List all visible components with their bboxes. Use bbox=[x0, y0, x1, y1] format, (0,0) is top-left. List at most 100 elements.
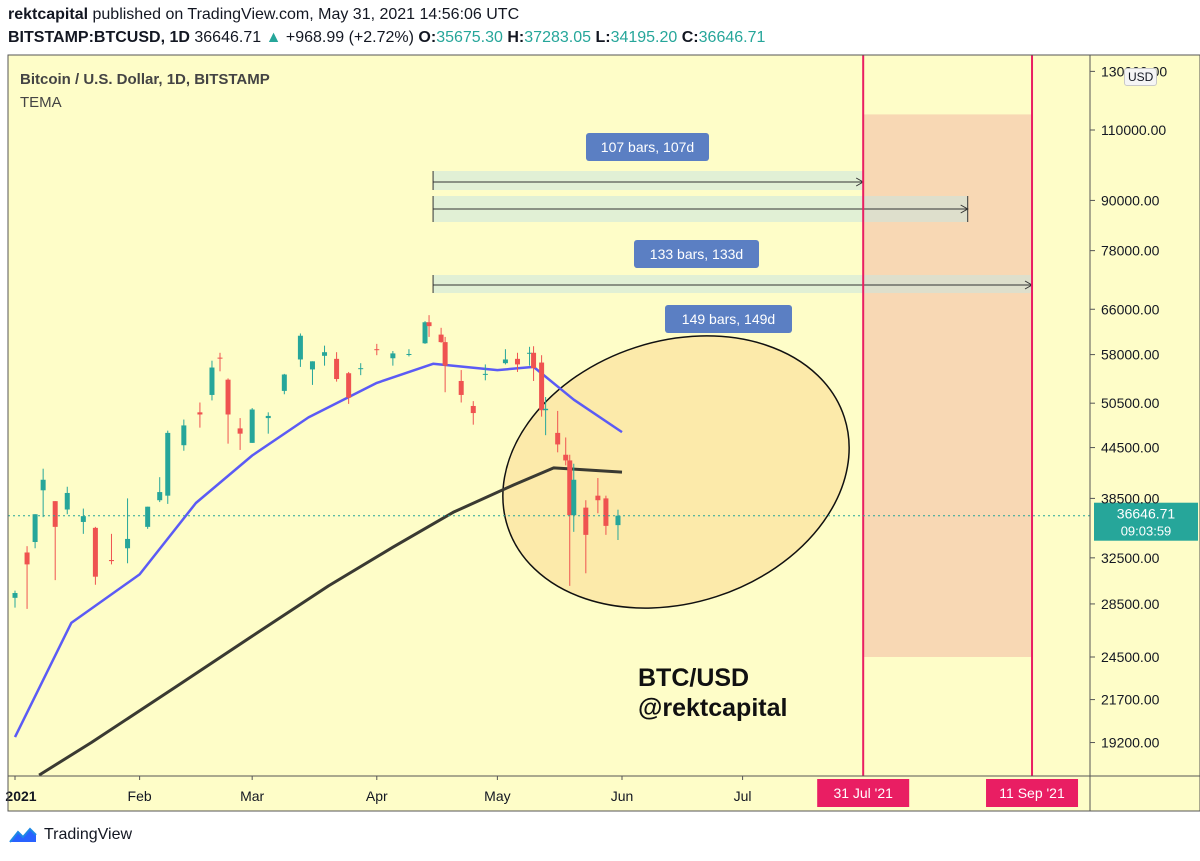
candle-body bbox=[563, 454, 569, 461]
arrow-head-icon bbox=[960, 204, 969, 214]
measure-labels: 107 bars, 107d 133 bars, 133d 149 bars, 14… bbox=[586, 133, 792, 333]
candle-body bbox=[438, 334, 444, 343]
candle-body bbox=[265, 415, 271, 419]
candle-body bbox=[52, 501, 58, 527]
candle-body bbox=[12, 593, 18, 598]
candle-body bbox=[92, 527, 98, 577]
price-tick-label: 32500.00 bbox=[1101, 550, 1160, 566]
price-tick-label: 50500.00 bbox=[1101, 395, 1160, 411]
candle-body bbox=[583, 507, 589, 535]
projection-zone bbox=[863, 114, 1033, 657]
measure-label-box bbox=[586, 133, 709, 161]
candle-body bbox=[40, 479, 46, 491]
candle-body bbox=[603, 498, 609, 526]
price-tick-label: 19200.00 bbox=[1101, 735, 1160, 751]
price-tick-label: 110000.00 bbox=[1101, 122, 1166, 138]
candle-body bbox=[108, 560, 114, 562]
price-tick-label: 24500.00 bbox=[1101, 649, 1160, 665]
measure-label-text: 133 bars, 133d bbox=[650, 246, 743, 262]
candle-body bbox=[422, 322, 428, 344]
candle-body bbox=[209, 367, 215, 395]
candle-body bbox=[32, 514, 38, 543]
price-badge bbox=[1094, 502, 1198, 541]
candle-body bbox=[595, 495, 601, 501]
price-tick-label: 58000.00 bbox=[1101, 347, 1160, 363]
price-change: +968.99 (+2.72%) bbox=[285, 29, 414, 46]
candle-body bbox=[527, 352, 533, 354]
candle-body bbox=[249, 409, 255, 443]
close-label: C: bbox=[681, 29, 699, 46]
time-tick-label: 2021 bbox=[5, 788, 36, 804]
highlight-ellipse bbox=[502, 335, 850, 609]
measure-band bbox=[433, 275, 1033, 293]
date-marker-box bbox=[817, 779, 910, 807]
date-marker-label: 31 Jul '21 bbox=[833, 785, 893, 801]
watermark-author: @rektcapital bbox=[638, 694, 787, 722]
candle-body bbox=[125, 538, 131, 549]
candle-body bbox=[80, 516, 86, 522]
price-tick-label: 90000.00 bbox=[1101, 192, 1160, 208]
time-tick-label: Feb bbox=[128, 788, 152, 804]
candle-body bbox=[297, 335, 303, 360]
symbol-name: BITSTAMP:BTCUSD, 1D bbox=[8, 29, 190, 46]
zone-rect bbox=[863, 114, 1033, 657]
chart-frame bbox=[7, 54, 1200, 812]
candles bbox=[12, 315, 621, 609]
candle-body bbox=[64, 492, 70, 510]
time-tick-label: Jul bbox=[734, 788, 752, 804]
candle-body bbox=[322, 352, 328, 356]
time-tick-label: Apr bbox=[366, 788, 388, 804]
candle-body bbox=[281, 374, 287, 391]
candle-body bbox=[571, 479, 577, 516]
time-axis[interactable]: 2021 Feb Mar Apr May Jun Jul bbox=[5, 776, 752, 804]
open-label: O: bbox=[418, 29, 437, 46]
candle-body bbox=[197, 412, 203, 415]
low-value: 34195.20 bbox=[610, 29, 678, 46]
candle-body bbox=[543, 408, 549, 411]
candle-body bbox=[555, 432, 561, 445]
last-price-line: 36646.71 09:03:59 bbox=[8, 502, 1198, 541]
candle-body bbox=[157, 492, 163, 501]
price-tick-label: 38500.00 bbox=[1101, 490, 1160, 506]
time-tick-label: Mar bbox=[240, 788, 264, 804]
price-badge-countdown: 09:03:59 bbox=[1121, 524, 1172, 539]
candle-body bbox=[482, 373, 488, 375]
date-range-measures[interactable] bbox=[432, 171, 1034, 293]
candle-body bbox=[334, 358, 340, 380]
candle-body bbox=[426, 322, 432, 327]
candle-body bbox=[442, 342, 448, 366]
indicator-label: TEMA bbox=[20, 94, 62, 111]
candle-body bbox=[531, 352, 537, 369]
candle-body bbox=[217, 357, 223, 359]
time-tick-label: May bbox=[484, 788, 510, 804]
candle-body bbox=[539, 362, 545, 411]
tema-line-2 bbox=[38, 466, 623, 777]
brand-name: TradingView bbox=[44, 826, 133, 843]
date-markers[interactable]: 31 Jul '21 11 Sep '21 bbox=[817, 55, 1079, 807]
candle-body bbox=[406, 353, 412, 355]
up-triangle-icon: ▲ bbox=[265, 29, 282, 46]
close-value: 36646.71 bbox=[698, 29, 766, 46]
publish-info: published on TradingView.com, May 31, 20… bbox=[92, 6, 520, 23]
currency-pill[interactable]: USD bbox=[1124, 68, 1158, 86]
candle-body bbox=[309, 361, 315, 370]
publisher-name[interactable]: rektcapital bbox=[8, 6, 89, 23]
measure-label-box bbox=[634, 240, 759, 268]
highlight-ellipse-shape bbox=[502, 335, 850, 609]
candle-body bbox=[181, 425, 187, 446]
last-price: 36646.71 bbox=[194, 29, 262, 46]
measure-band bbox=[433, 171, 864, 190]
chart-title: Bitcoin / U.S. Dollar, 1D, BITSTAMP bbox=[20, 71, 270, 88]
time-tick-label: Jun bbox=[611, 788, 634, 804]
candle-body bbox=[165, 432, 171, 496]
price-tick-label: 21700.00 bbox=[1101, 692, 1160, 708]
open-value: 35675.30 bbox=[436, 29, 503, 46]
candle-body bbox=[502, 359, 508, 364]
price-axis[interactable]: 130000.00110000.0090000.0078000.0066000.… bbox=[1090, 63, 1167, 751]
date-marker-box bbox=[986, 779, 1079, 807]
price-axis-background bbox=[1090, 55, 1200, 776]
candle-body bbox=[374, 349, 380, 351]
candle-body bbox=[514, 358, 520, 365]
measure-label-box bbox=[665, 305, 792, 333]
